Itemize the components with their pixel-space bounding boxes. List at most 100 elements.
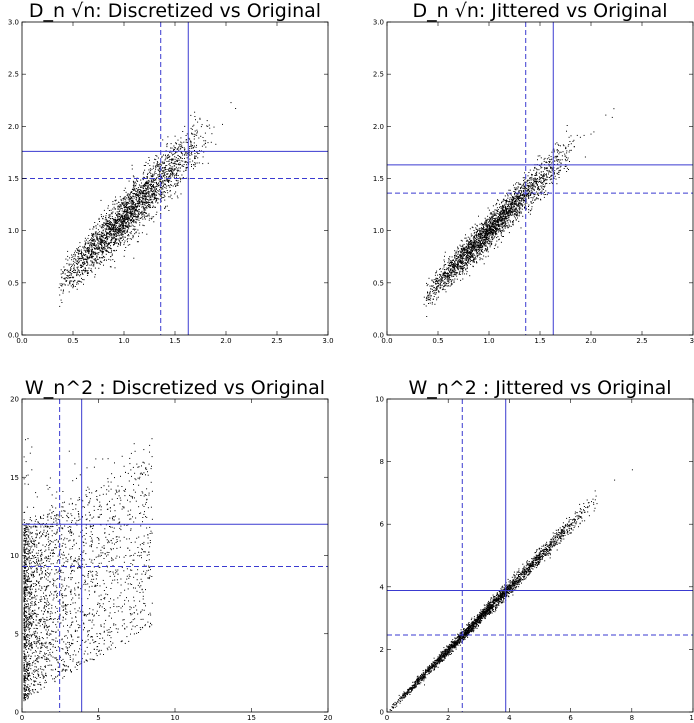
data-point [200,126,202,128]
data-point [117,208,119,210]
data-point [129,203,131,205]
data-point [129,208,130,210]
data-point [142,212,144,214]
data-point [199,118,201,120]
data-point [493,211,495,213]
data-point [122,232,124,234]
data-point [455,255,457,257]
data-point [473,259,475,261]
data-point [584,156,586,158]
data-point [177,147,179,149]
data-point [480,233,482,235]
data-point [491,216,492,218]
data-point [145,199,147,201]
data-point [489,231,491,233]
data-point [136,188,138,190]
data-point [215,143,217,145]
data-point [113,206,115,208]
data-point [144,215,146,217]
data-point [186,154,188,156]
data-point [148,157,150,158]
data-point [133,207,135,209]
data-point [486,235,488,237]
data-point [177,148,179,150]
data-point [142,208,144,210]
data-point [110,234,112,236]
data-point [140,189,142,191]
data-point [122,223,124,225]
data-point [88,235,90,236]
data-point [132,202,134,204]
data-point [127,234,129,235]
data-point [442,273,444,275]
data-point [139,191,141,193]
data-point [132,218,133,219]
data-point [100,234,102,236]
data-point [450,265,452,267]
data-point [102,239,104,241]
data-point [566,152,568,154]
data-point [554,175,556,177]
data-point [427,299,429,301]
data-point [461,256,463,258]
data-point [495,214,497,216]
data-point [481,249,482,251]
data-point [156,165,158,167]
data-point [540,165,542,167]
data-point [130,216,132,218]
data-point [502,222,504,224]
data-point [483,227,485,229]
data-point [524,196,526,198]
data-point [169,155,171,157]
data-point [551,162,553,164]
data-point [528,197,530,199]
data-point [527,189,529,191]
data-point [145,188,147,189]
data-point [72,276,73,278]
data-point [112,223,114,225]
data-point [119,208,121,210]
data-point [467,254,469,256]
data-point [142,187,144,188]
data-point [144,195,146,197]
data-point [113,234,115,236]
data-point [463,252,465,254]
data-point [486,218,488,220]
data-point [151,181,153,183]
data-point [121,202,123,204]
data-point [84,261,86,263]
data-point [143,225,145,227]
data-point [440,271,442,273]
data-point [465,237,467,239]
data-point [135,231,137,233]
data-point [147,181,149,183]
data-point [462,249,464,251]
data-point [500,234,502,236]
data-point [428,277,430,279]
data-point [511,199,513,201]
data-point [457,266,459,268]
data-point [133,195,134,197]
data-point [569,141,571,142]
data-point [118,229,120,230]
data-point [203,151,205,153]
data-point [469,256,471,258]
data-point [470,240,472,242]
data-point [172,159,174,161]
data-point [164,154,166,156]
data-point [169,190,171,192]
data-point [506,226,508,228]
data-point [116,215,118,217]
data-point [89,228,91,230]
data-point [517,217,518,219]
data-point [133,208,135,210]
data-point [463,251,465,253]
data-point [472,242,474,244]
data-point [467,240,469,242]
data-point [494,213,496,215]
data-point [464,246,466,248]
data-point [137,210,139,212]
data-point [489,230,491,232]
data-point [497,209,499,210]
data-point [91,256,93,258]
